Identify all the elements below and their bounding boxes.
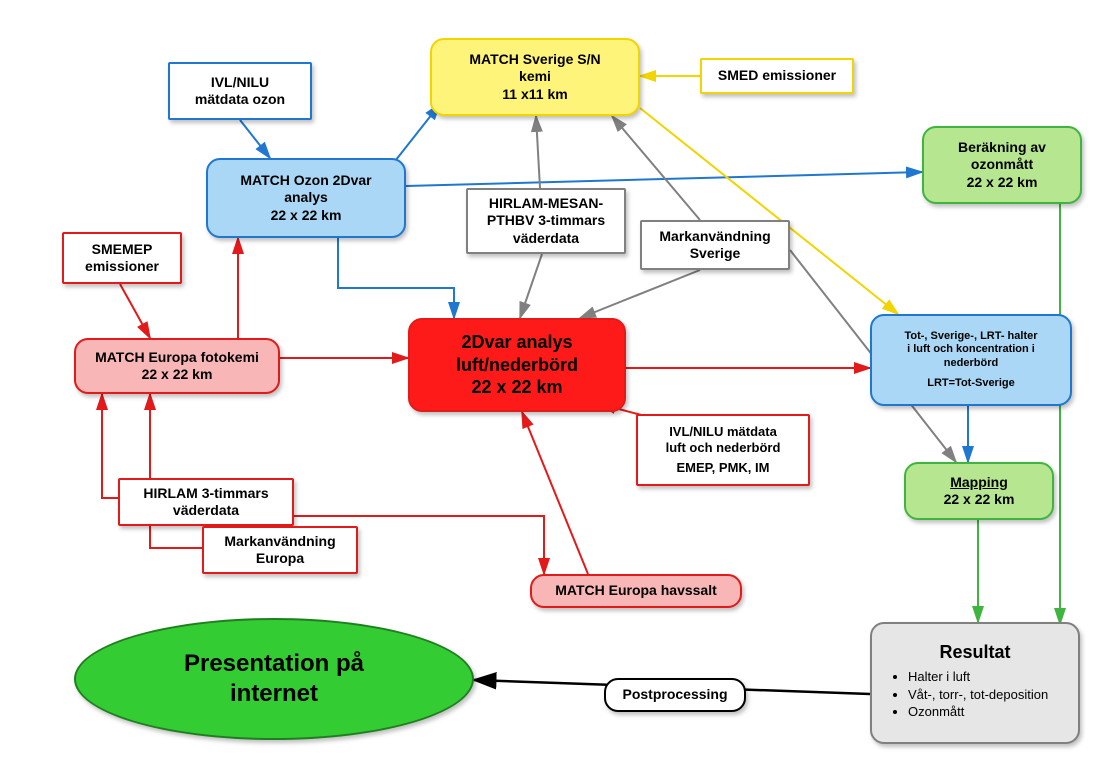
label: MATCH Europa fotokemi xyxy=(95,349,259,367)
label: ozonmått xyxy=(971,156,1033,174)
label: LRT=Tot-Sverige xyxy=(927,377,1015,391)
label: MATCH Europa havssalt xyxy=(555,582,717,600)
result-title: Resultat xyxy=(939,641,1010,664)
arrow xyxy=(580,270,700,318)
label: luft/nederbörd xyxy=(456,354,578,377)
label: nederbörd xyxy=(944,357,998,371)
label: 22 x 22 km xyxy=(471,376,562,399)
label: i luft och koncentration i xyxy=(907,343,1035,357)
node-smed: SMED emissioner xyxy=(700,58,854,94)
label: Markanvändning xyxy=(659,228,770,246)
arrow xyxy=(102,394,118,498)
node-match-europa-havssalt: MATCH Europa havssalt xyxy=(530,574,742,608)
node-tot-sverige-lrt: Tot-, Sverige-, LRT- halter i luft och k… xyxy=(870,314,1072,406)
label: Mapping xyxy=(950,474,1008,492)
node-mapping: Mapping 22 x 22 km xyxy=(904,462,1054,520)
node-ivl-ozon: IVL/NILU mätdata ozon xyxy=(168,62,312,120)
node-berakning-ozon: Beräkning av ozonmått 22 x 22 km xyxy=(922,126,1082,204)
node-ivl-luft-nederbord: IVL/NILU mätdata luft och nederbörd EMEP… xyxy=(636,414,810,486)
label: Sverige xyxy=(690,245,741,263)
node-resultat: Resultat Halter i luft Våt-, torr-, tot-d… xyxy=(870,622,1080,744)
arrow xyxy=(338,238,454,318)
result-item: Våt-, torr-, tot-deposition xyxy=(908,687,1064,703)
label: internet xyxy=(230,679,318,709)
node-match-europa-fotokemi: MATCH Europa fotokemi 22 x 22 km xyxy=(74,338,280,394)
label: luft och nederbörd xyxy=(666,440,781,456)
arrow xyxy=(406,172,922,186)
label: EMEP, PMK, IM xyxy=(677,460,770,476)
label: 22 x 22 km xyxy=(967,174,1038,192)
label: HIRLAM 3-timmars xyxy=(143,485,268,503)
label: 11 x11 km xyxy=(502,86,567,104)
node-postprocessing: Postprocessing xyxy=(604,678,746,712)
label: MATCH Ozon 2Dvar xyxy=(240,172,371,190)
flowchart-canvas: IVL/NILU mätdata ozon MATCH Sverige S/N … xyxy=(0,0,1111,784)
label: mätdata ozon xyxy=(195,91,285,109)
label: HIRLAM-MESAN- xyxy=(489,195,603,213)
label: emissioner xyxy=(85,258,159,276)
label: analys xyxy=(284,189,328,207)
label: Europa xyxy=(256,550,304,568)
node-hirlam-mesan: HIRLAM-MESAN- PTHBV 3-timmars väderdata xyxy=(466,188,626,254)
label: Postprocessing xyxy=(622,686,727,704)
node-markanvandning-europa: Markanvändning Europa xyxy=(202,526,358,574)
label: Tot-, Sverige-, LRT- halter xyxy=(904,330,1037,344)
node-match-sverige: MATCH Sverige S/N kemi 11 x11 km xyxy=(430,38,640,116)
arrow xyxy=(640,108,898,314)
label: 22 x 22 km xyxy=(271,207,342,225)
label: väderdata xyxy=(513,230,579,248)
label: Presentation på xyxy=(184,649,364,679)
arrow xyxy=(120,284,150,338)
label: IVL/NILU xyxy=(211,74,269,92)
label: Beräkning av xyxy=(958,139,1046,157)
label: IVL/NILU mätdata xyxy=(669,424,777,440)
label: SMEMEP xyxy=(92,241,153,259)
label: 22 x 22 km xyxy=(944,491,1015,509)
node-presentation-internet: Presentation på internet xyxy=(74,618,474,740)
label: MATCH Sverige S/N xyxy=(469,51,600,69)
label: väderdata xyxy=(173,502,239,520)
label: Markanvändning xyxy=(224,533,335,551)
result-item: Ozonmått xyxy=(908,704,1064,720)
label: PTHBV 3-timmars xyxy=(487,212,605,230)
arrow xyxy=(536,116,540,188)
result-item: Halter i luft xyxy=(908,669,1064,685)
node-2dvar-center: 2Dvar analys luft/nederbörd 22 x 22 km xyxy=(408,318,626,412)
label: 2Dvar analys xyxy=(461,331,572,354)
arrow xyxy=(522,412,588,574)
arrow xyxy=(520,254,542,318)
label: kemi xyxy=(519,68,551,86)
arrow xyxy=(240,120,270,158)
node-markanvandning-sverige: Markanvändning Sverige xyxy=(640,220,790,270)
label: 22 x 22 km xyxy=(142,366,213,384)
node-smemep: SMEMEP emissioner xyxy=(62,232,182,284)
result-list: Halter i luft Våt-, torr-, tot-deposition… xyxy=(872,663,1078,729)
node-hirlam-3timmars: HIRLAM 3-timmars väderdata xyxy=(118,478,294,526)
node-match-ozon: MATCH Ozon 2Dvar analys 22 x 22 km xyxy=(206,158,406,238)
label: SMED emissioner xyxy=(718,67,836,85)
